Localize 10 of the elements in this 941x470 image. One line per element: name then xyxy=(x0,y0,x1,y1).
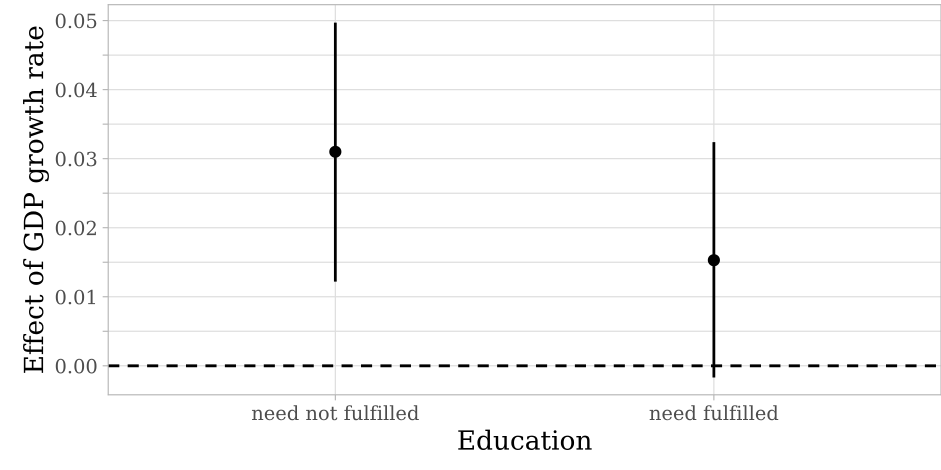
y-tick-label: 0.05 xyxy=(56,14,96,28)
x-axis-title: Education xyxy=(458,430,592,450)
x-tick-label: need not fulfilled xyxy=(252,405,419,420)
y-tick-label: 0.02 xyxy=(56,220,96,236)
y-axis-title: Effect of GDP growth rate xyxy=(23,26,49,373)
y-tick-label: 0.00 xyxy=(56,358,97,374)
y-tick-label: 0.04 xyxy=(56,82,97,98)
x-tick-label: need fulfilled xyxy=(650,405,778,420)
y-tick-label: 0.03 xyxy=(56,152,96,166)
y-tick-label: 0.01 xyxy=(56,290,96,304)
